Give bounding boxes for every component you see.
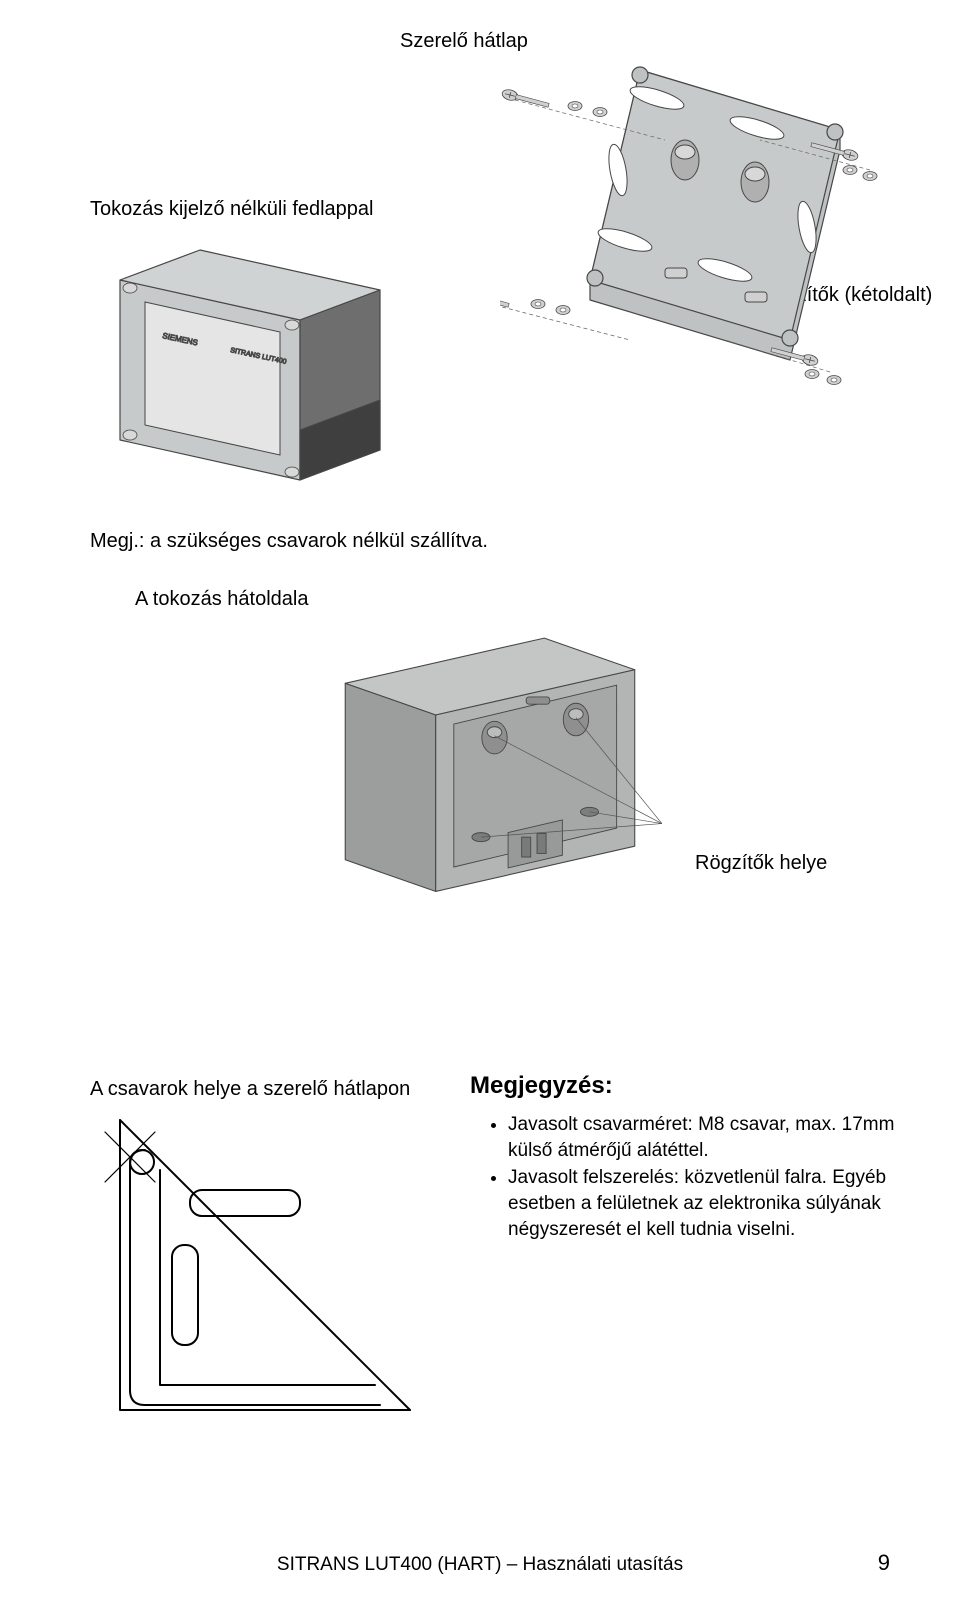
illustration-enclosure-back [300,620,680,960]
notes-list: Javasolt csavarméret: M8 csavar, max. 17… [490,1112,908,1244]
note-item: Javasolt felszerelés: közvetlenül falra.… [508,1165,908,1242]
label-enclosure-blank-lid: Tokozás kijelző nélküli fedlappal [90,198,374,221]
page-number: 9 [878,1550,890,1576]
notes-heading: Megjegyzés: [470,1072,613,1100]
footer-doc-title: SITRANS LUT400 (HART) – Használati utasí… [0,1554,960,1576]
label-enclosure-backside: A tokozás hátoldala [135,588,308,611]
note-item: Javasolt csavarméret: M8 csavar, max. 17… [508,1112,908,1163]
label-fastener-locations: Rögzítők helye [695,852,827,875]
illustration-plate-corner [100,1110,430,1430]
note-shipped-without-screws: Megj.: a szükséges csavarok nélkül száll… [90,530,488,553]
illustration-mounting-plate [500,40,880,410]
page: Szerelő hátlap Tokozás kijelző nélküli f… [0,0,960,1604]
illustration-enclosure: SIEMENS SITRANS LUT400 [90,230,400,520]
label-screw-positions: A csavarok helye a szerelő hátlapon [90,1078,410,1101]
